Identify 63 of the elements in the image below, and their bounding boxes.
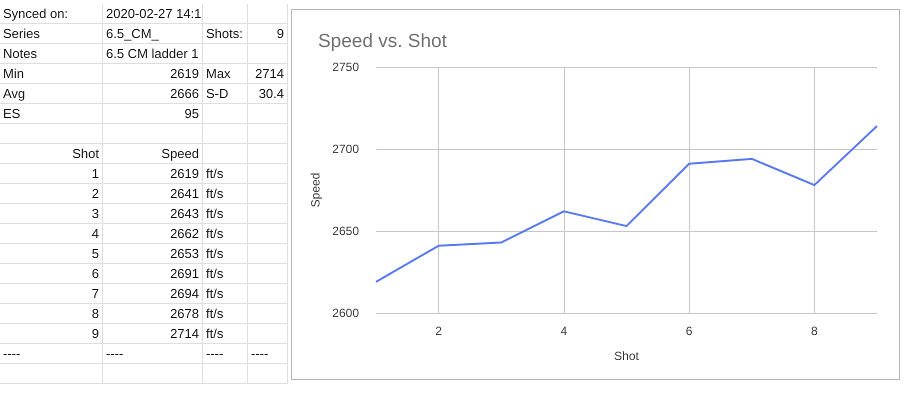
text: 5	[0, 244, 103, 264]
text: 2714	[103, 324, 203, 344]
text: 2619	[103, 64, 203, 84]
text: Synced on:	[0, 4, 103, 24]
x-tick-label: 6	[686, 324, 693, 338]
text: ft/s	[203, 324, 248, 344]
x-tick-label: 8	[811, 324, 818, 338]
text: 9	[0, 324, 103, 344]
text: 2691	[103, 264, 203, 284]
text: 2653	[103, 244, 203, 264]
text: ft/s	[203, 304, 248, 324]
text: Speed	[103, 144, 203, 164]
text: ----	[103, 344, 203, 364]
text: 2666	[103, 84, 203, 104]
text: Shots:	[203, 24, 248, 44]
y-tick-label: 2750	[332, 60, 360, 74]
text: 2641	[103, 184, 203, 204]
text: 2619	[103, 164, 203, 184]
y-tick-label: 2650	[332, 224, 360, 238]
y-tick-label: 2600	[332, 306, 360, 320]
text: Notes	[0, 44, 103, 64]
text: 6.5 CM ladder 1	[103, 44, 203, 64]
text: 2662	[103, 224, 203, 244]
text: ES	[0, 104, 103, 124]
text: S-D	[203, 84, 248, 104]
text: 2694	[103, 284, 203, 304]
text: 1	[0, 164, 103, 184]
text: ----	[248, 344, 288, 364]
text: Series	[0, 24, 103, 44]
text: 2714	[248, 64, 288, 84]
chart-title: Speed vs. Shot	[318, 31, 448, 52]
y-tick-label: 2700	[332, 142, 360, 156]
text: 2	[0, 184, 103, 204]
y-axis-title: Speed	[308, 172, 322, 208]
text: 6	[0, 264, 103, 284]
text: 6.5_CM_	[103, 24, 203, 44]
text: 4	[0, 224, 103, 244]
text: 9	[248, 24, 288, 44]
text: 8	[0, 304, 103, 324]
text: ft/s	[203, 204, 248, 224]
text: 3	[0, 204, 103, 224]
text: ft/s	[203, 184, 248, 204]
text: ----	[0, 344, 103, 364]
text: 30.4	[248, 84, 288, 104]
line-series	[375, 125, 878, 283]
text: ----	[203, 344, 248, 364]
text: Max	[203, 64, 248, 84]
text: ft/s	[203, 224, 248, 244]
text: ft/s	[203, 284, 248, 304]
text: 2643	[103, 204, 203, 224]
x-tick-label: 4	[560, 324, 568, 338]
text: ft/s	[203, 244, 248, 264]
text: 2020-02-27 14:1	[103, 4, 203, 24]
text: Avg	[0, 84, 103, 104]
text: 95	[103, 104, 203, 124]
x-tick-label: 2	[435, 324, 442, 338]
text: Min	[0, 64, 103, 84]
text: ft/s	[203, 264, 248, 284]
text: 7	[0, 284, 103, 304]
text: ft/s	[203, 164, 248, 184]
text: Shot	[0, 144, 103, 164]
text: 2678	[103, 304, 203, 324]
x-axis-title: Shot	[614, 349, 640, 363]
